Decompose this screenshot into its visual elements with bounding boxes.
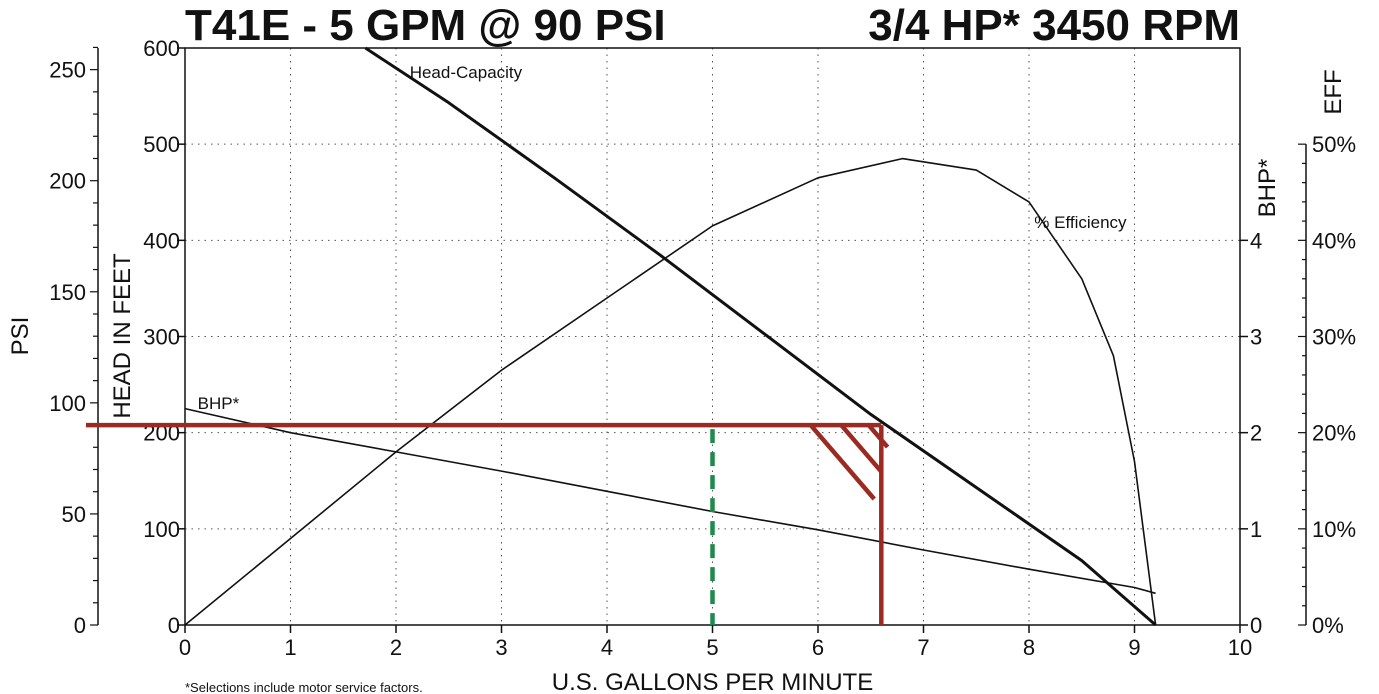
- curve-bhp: [184, 407, 1156, 595]
- x-tick-label: 3: [495, 635, 507, 660]
- head-tick-label: 400: [143, 228, 180, 253]
- selection-hatch-line: [808, 423, 876, 501]
- bhp-tick-label: 0: [1250, 613, 1262, 638]
- footnote: *Selections include motor service factor…: [185, 680, 423, 694]
- bhp-axis-label: BHP*: [1254, 159, 1281, 218]
- x-tick-label: 0: [179, 635, 191, 660]
- bhp-tick-label: 2: [1250, 421, 1262, 446]
- axes: 0 1 2 3 4 5 6 7 8 9 100100200300400500600050100150…: [49, 36, 1356, 660]
- series-label-bhp: BHP*: [198, 394, 240, 413]
- psi-tick-label: 100: [49, 391, 86, 416]
- head-axis-label: HEAD IN FEET: [109, 253, 136, 419]
- head-tick-label: 600: [143, 36, 180, 61]
- eff-tick-label: 40%: [1312, 228, 1356, 253]
- eff-tick-label: 50%: [1312, 132, 1356, 157]
- eff-tick-label: 20%: [1312, 421, 1356, 446]
- x-tick-label: 1: [284, 635, 296, 660]
- head-tick-label: 300: [143, 325, 180, 350]
- chart-title-right: 3/4 HP* 3450 RPM: [868, 1, 1240, 50]
- eff-tick-label: 0%: [1312, 613, 1344, 638]
- x-tick-label: 9: [1128, 635, 1140, 660]
- chart-title-left: T41E - 5 GPM @ 90 PSI: [185, 1, 666, 50]
- head-tick-label: 500: [143, 132, 180, 157]
- x-tick-label: 6: [812, 635, 824, 660]
- x-tick-label: 5: [706, 635, 718, 660]
- selection-hatch-line: [839, 423, 884, 474]
- curve-efficiency: [184, 157, 1157, 626]
- selection-overlay: [86, 422, 890, 625]
- curve-head-capacity: [364, 46, 1157, 627]
- x-tick-label: 10: [1228, 635, 1252, 660]
- head-tick-label: 0: [168, 613, 180, 638]
- psi-tick-label: 150: [49, 280, 86, 305]
- eff-tick-label: 30%: [1312, 325, 1356, 350]
- psi-tick-label: 50: [62, 502, 86, 527]
- x-tick-label: 2: [390, 635, 402, 660]
- bhp-tick-label: 3: [1250, 325, 1262, 350]
- series-layer: [184, 46, 1157, 627]
- series-label-head-capacity: Head-Capacity: [410, 63, 523, 82]
- eff-axis-label: EFF: [1320, 69, 1347, 114]
- psi-tick-label: 0: [74, 613, 86, 638]
- x-axis-label: U.S. GALLONS PER MINUTE: [552, 669, 873, 694]
- grid: [185, 48, 1240, 625]
- selection-hatch-line: [866, 423, 890, 449]
- x-tick-label: 4: [601, 635, 613, 660]
- bhp-tick-label: 1: [1250, 517, 1262, 542]
- head-tick-label: 100: [143, 517, 180, 542]
- bhp-tick-label: 4: [1250, 228, 1262, 253]
- eff-tick-label: 10%: [1312, 517, 1356, 542]
- x-tick-label: 8: [1023, 635, 1035, 660]
- psi-axis-label: PSI: [7, 317, 34, 356]
- psi-tick-label: 250: [49, 58, 86, 83]
- x-tick-label: 7: [917, 635, 929, 660]
- psi-tick-label: 200: [49, 169, 86, 194]
- series-label-efficiency: % Efficiency: [1034, 213, 1127, 232]
